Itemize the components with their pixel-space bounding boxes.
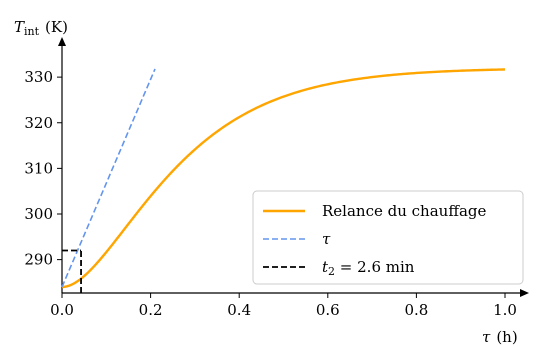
x-tick-label: 0.6 — [316, 301, 340, 319]
y-axis-label: Tint (K) — [14, 18, 68, 38]
x-axis-label-unit: (h) — [496, 328, 517, 346]
legend-t2-symbol: t — [322, 258, 329, 276]
x-tick-label: 0.2 — [139, 301, 163, 319]
x-tick-label: 0.0 — [50, 301, 74, 319]
x-axis-arrow — [520, 289, 529, 297]
legend-t2-subscript: 2 — [328, 265, 335, 278]
x-tick-label: 1.0 — [493, 301, 517, 319]
ticks: 0.0 0.2 0.4 0.6 0.8 1.0 290 300 310 320 330 — [24, 68, 517, 319]
y-tick-label: 320 — [24, 114, 53, 132]
legend-box — [252, 190, 524, 285]
y-tick-label: 310 — [24, 159, 53, 177]
legend-item-relance-label: Relance du chauffage — [322, 202, 487, 220]
y-axis-label-symbol: T — [14, 18, 25, 36]
y-tick-label: 300 — [24, 205, 53, 223]
y-axis-label-subscript: int — [24, 25, 40, 38]
x-axis-label: τ (h) — [482, 328, 518, 346]
legend-t2-value: = 2.6 min — [335, 258, 415, 276]
y-tick-label: 330 — [24, 68, 53, 86]
series-line-relance — [61, 68, 506, 289]
x-axis-label-symbol: τ — [482, 328, 491, 346]
legend-item-tau-label: τ — [322, 230, 331, 248]
y-axis-arrow — [58, 37, 66, 46]
y-axis-label-unit: (K) — [45, 18, 68, 36]
x-tick-label: 0.8 — [404, 301, 428, 319]
series-line-tau — [61, 68, 156, 288]
legend-item-t2-label: t2 = 2.6 min — [322, 258, 415, 278]
y-tick-label: 290 — [24, 251, 53, 269]
x-tick-label: 0.4 — [227, 301, 251, 319]
axes: Tint (K) τ (h) — [14, 18, 529, 346]
series-layer — [61, 68, 506, 293]
